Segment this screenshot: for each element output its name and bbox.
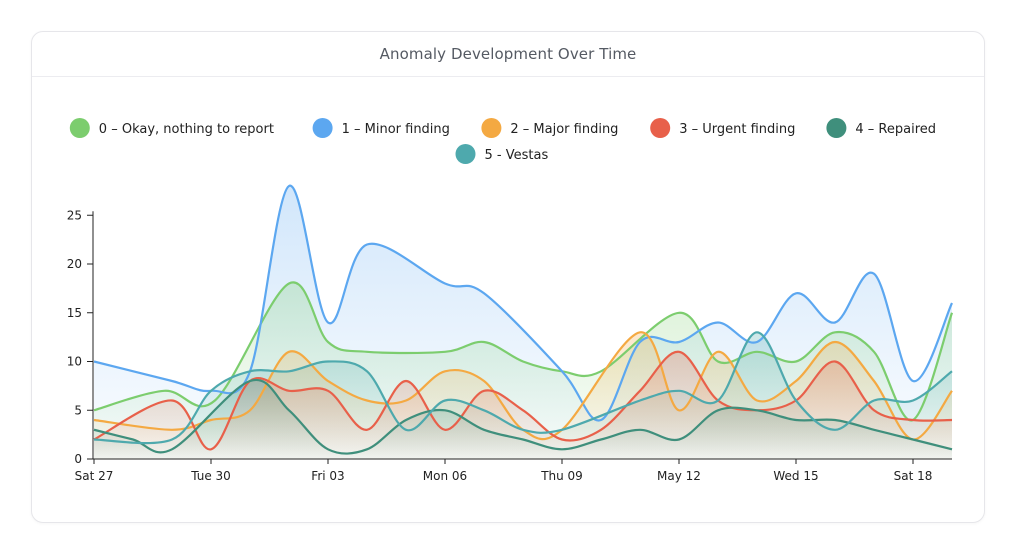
area-fill-series-4	[94, 379, 952, 459]
legend-label: 3 – Urgent finding	[679, 122, 795, 137]
y-tick-label: 15	[67, 306, 82, 320]
legend-item-3[interactable]: 3 – Urgent finding	[650, 118, 795, 138]
y-tick-label: 5	[74, 403, 82, 417]
legend-swatch	[481, 118, 502, 138]
legend-swatch	[826, 118, 847, 138]
legend-swatch	[69, 118, 90, 138]
legend-item-5[interactable]: 5 - Vestas	[455, 144, 549, 164]
legend-label: 5 - Vestas	[485, 148, 549, 163]
legend: 0 – Okay, nothing to report 1 – Minor fin…	[69, 118, 936, 164]
legend-item-2[interactable]: 2 – Major finding	[481, 118, 618, 138]
series-line-5[interactable]	[93, 331, 953, 445]
card-header: Anomaly Development Over Time	[32, 32, 984, 77]
series-lines	[93, 184, 954, 455]
axes: 0 5 10 15 20 25 Sat 27 Tue 30 Fri 03 Mon 06 Thu 09…	[67, 208, 952, 483]
x-tick-label: Sat 18	[894, 469, 933, 483]
x-tick-label: Thu 09	[540, 469, 583, 483]
y-tick-label: 0	[74, 452, 82, 466]
legend-item-0[interactable]: 0 – Okay, nothing to report	[69, 118, 274, 138]
x-tick-label: Sat 27	[75, 469, 114, 483]
x-tick-label: Fri 03	[311, 469, 344, 483]
legend-label: 1 – Minor finding	[342, 122, 450, 137]
x-tick-label: Mon 06	[423, 469, 467, 483]
legend-label: 2 – Major finding	[510, 122, 618, 137]
legend-swatch	[312, 118, 333, 138]
x-tick-label: May 12	[657, 469, 701, 483]
x-tick-label: Tue 30	[190, 469, 231, 483]
legend-swatch	[650, 118, 671, 138]
x-tick-label: Wed 15	[773, 469, 818, 483]
legend-item-1[interactable]: 1 – Minor finding	[312, 118, 450, 138]
legend-label: 4 – Repaired	[855, 122, 936, 137]
legend-label: 0 – Okay, nothing to report	[99, 122, 274, 137]
y-tick-label: 10	[67, 355, 82, 369]
series-line-1[interactable]	[93, 184, 953, 422]
legend-item-4[interactable]: 4 – Repaired	[826, 118, 936, 138]
legend-swatch	[455, 144, 476, 164]
chart-title: Anomaly Development Over Time	[379, 45, 637, 63]
y-tick-label: 25	[67, 208, 82, 222]
y-tick-label: 20	[67, 257, 82, 271]
